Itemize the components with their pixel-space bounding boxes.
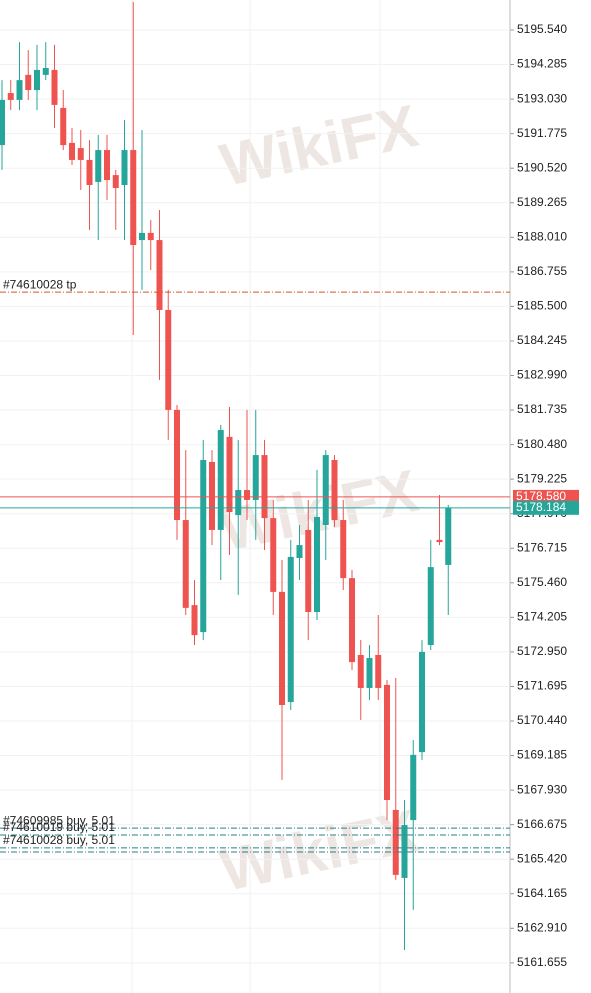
candle-body (305, 529, 312, 612)
candle-body (156, 240, 163, 310)
candle-body (95, 150, 102, 182)
order-label: #74609985 buy, 5.01 (3, 813, 115, 827)
candle-body (121, 150, 128, 186)
candle-body (340, 520, 347, 579)
candle-body (217, 430, 224, 530)
candle-body (384, 684, 390, 801)
candle-body (226, 436, 233, 513)
y-tick-label: 5171.695 (517, 679, 567, 693)
candle-body (182, 520, 189, 608)
candle-body (165, 309, 172, 410)
candle-body (200, 460, 207, 633)
y-tick-label: 5165.420 (517, 851, 567, 865)
candle-body (16, 80, 23, 100)
y-tick-label: 5190.520 (517, 160, 567, 174)
candle-body (314, 517, 320, 612)
candle-body (252, 455, 259, 500)
candle-body (34, 69, 40, 91)
candle-body (331, 460, 338, 521)
price-tag-label: 5178.184 (516, 500, 566, 514)
y-tick-label: 5175.460 (517, 575, 567, 589)
y-tick-label: 5162.910 (517, 920, 567, 934)
candle-body (296, 545, 303, 559)
order-label: #74610019 buy, 5.01 (3, 820, 115, 834)
candle-body (7, 93, 14, 100)
y-tick-label: 5184.245 (517, 333, 567, 347)
candle-body (410, 754, 417, 821)
y-tick-label: 5170.440 (517, 713, 567, 727)
candle-body (112, 175, 119, 189)
y-tick-label: 5191.775 (517, 126, 567, 140)
candle-body (366, 657, 373, 688)
price-tag (513, 500, 579, 515)
watermark: WikiFX (215, 92, 424, 199)
candle-body (174, 409, 180, 521)
candle-body (51, 69, 58, 105)
y-tick-label: 5166.675 (517, 817, 567, 831)
y-tick-label: 5182.990 (517, 368, 567, 382)
price-tag-label: 5178.580 (516, 489, 566, 503)
y-tick-label: 5172.950 (517, 644, 567, 658)
candle-body (235, 490, 242, 516)
candle-body (261, 455, 268, 519)
candle-body (139, 232, 145, 241)
candle-body (419, 651, 425, 753)
candle-body (287, 556, 294, 703)
candle-body (392, 809, 399, 875)
y-tick-label: 5195.540 (517, 22, 567, 36)
candle-body (104, 150, 110, 181)
candle-body (0, 99, 5, 146)
order-label: #74610028 tp (3, 277, 77, 291)
y-tick-label: 5194.285 (517, 57, 567, 71)
y-tick-label: 5179.225 (517, 471, 567, 485)
candle-body (436, 539, 443, 543)
y-tick-label: 5186.755 (517, 264, 567, 278)
candle-body (25, 74, 32, 91)
candle-body (209, 461, 215, 530)
y-tick-label: 5174.205 (517, 610, 567, 624)
y-tick-label: 5181.735 (517, 402, 567, 416)
watermark: WikiFX (215, 797, 424, 904)
candle-body (322, 455, 329, 525)
y-tick-label: 5188.010 (517, 229, 567, 243)
candle-body (191, 605, 198, 636)
candle-body (86, 159, 93, 186)
candle-body (349, 578, 355, 663)
candle-body (147, 232, 154, 241)
candle-body (130, 150, 137, 246)
candle-body (427, 567, 434, 646)
candle-body (42, 67, 49, 75)
y-tick-label: 5185.500 (517, 299, 567, 313)
candle-body (357, 654, 364, 688)
y-tick-label: 5161.655 (517, 955, 567, 969)
candle-body (270, 518, 277, 592)
candle-body (445, 507, 452, 565)
y-tick-label: 5176.715 (517, 540, 567, 554)
candle-body (244, 490, 250, 500)
candle-body (60, 107, 67, 146)
candle-body (401, 825, 408, 878)
candle-body (69, 142, 75, 160)
y-tick-label: 5167.930 (517, 782, 567, 796)
y-tick-label: 5164.165 (517, 886, 567, 900)
order-label: #74610028 buy, 5.01 (3, 833, 115, 847)
y-tick-label: 5180.480 (517, 437, 567, 451)
price-tag (513, 489, 579, 504)
candle-body (77, 148, 84, 160)
y-tick-label: 5193.030 (517, 91, 567, 105)
candle-body (279, 591, 285, 706)
candle-body (375, 654, 382, 688)
y-tick-label: 5189.265 (517, 195, 567, 209)
y-tick-label: 5169.185 (517, 748, 567, 762)
